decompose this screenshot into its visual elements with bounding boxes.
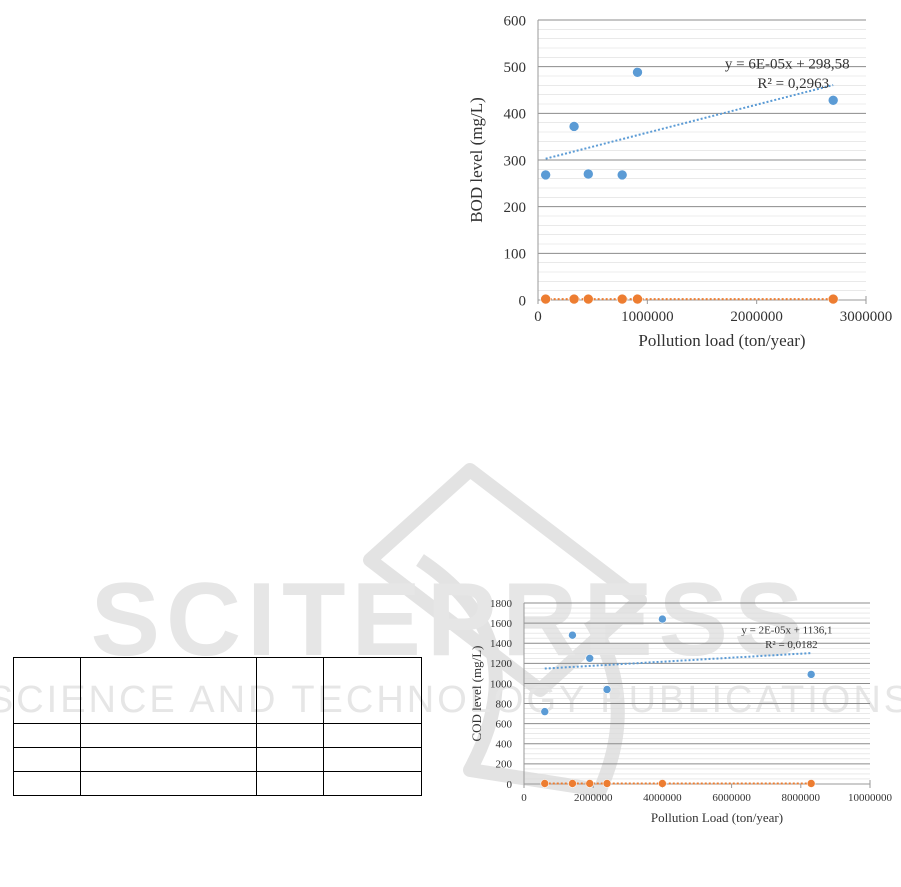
table-cell — [256, 657, 324, 724]
x-tick-label: 8000000 — [782, 792, 821, 804]
trendline-equation: y = 6E-05x + 298,58 — [725, 56, 850, 72]
table-cell — [256, 747, 324, 772]
y-tick-label: 1000 — [490, 678, 513, 690]
x-tick-label: 0 — [521, 792, 527, 804]
y-tick-label: 1200 — [490, 658, 513, 670]
table-cell — [323, 657, 422, 724]
x-tick-label: 10000000 — [848, 792, 893, 804]
y-tick-label: 500 — [504, 60, 527, 76]
y-tick-label: 400 — [504, 107, 527, 123]
x-tick-label: 6000000 — [712, 792, 751, 804]
y-tick-label: 400 — [496, 739, 513, 751]
data-point-blue — [568, 630, 577, 640]
data-point-blue — [582, 168, 594, 180]
data-point-blue — [540, 707, 550, 716]
trendline-r-squared: R² = 0,0182 — [765, 639, 818, 651]
trendline-blue — [544, 652, 812, 670]
trendline-equation: y = 2E-05x + 1136,1 — [741, 625, 832, 637]
x-tick-label: 4000000 — [643, 792, 682, 804]
table-row — [13, 771, 422, 796]
y-tick-label: 800 — [496, 698, 513, 710]
x-tick-label: 1000000 — [621, 309, 674, 325]
y-axis-title: BOD level (mg/L) — [467, 97, 486, 223]
data-point-orange — [616, 293, 628, 305]
table-cell — [80, 771, 257, 796]
table-cell — [80, 657, 257, 724]
x-tick-label: 3000000 — [840, 309, 893, 325]
table-cell — [323, 723, 422, 748]
table-row — [13, 747, 422, 772]
x-tick-label: 2000000 — [730, 309, 783, 325]
data-point-orange — [827, 293, 839, 305]
data-point-blue — [632, 66, 643, 78]
data-point-orange — [568, 293, 580, 305]
data-point-orange — [602, 779, 612, 788]
data-point-orange — [582, 293, 594, 305]
table-row — [13, 657, 422, 724]
y-tick-label: 1800 — [490, 598, 513, 610]
table-cell — [13, 747, 81, 772]
y-tick-label: 1600 — [490, 618, 513, 630]
trendline-r-squared: R² = 0,2963 — [757, 76, 829, 92]
data-point-orange — [585, 779, 595, 788]
table-cell — [13, 723, 81, 748]
data-point-orange — [540, 779, 550, 788]
data-point-orange — [540, 293, 551, 305]
data-point-blue — [585, 654, 595, 663]
y-tick-label: 1400 — [490, 638, 513, 650]
table-row — [13, 723, 422, 748]
data-point-blue — [806, 670, 816, 679]
data-point-blue — [602, 685, 612, 694]
table-cell — [256, 723, 324, 748]
data-point-blue — [658, 614, 667, 624]
data-point-orange — [806, 779, 816, 788]
y-tick-label: 100 — [504, 247, 527, 263]
y-tick-label: 300 — [504, 153, 527, 169]
y-tick-label: 600 — [496, 719, 513, 731]
data-point-blue — [616, 169, 628, 181]
data-point-orange — [632, 293, 643, 305]
y-tick-label: 0 — [507, 779, 513, 791]
data-point-orange — [568, 779, 577, 788]
y-axis-title: COD level (mg/L) — [469, 645, 484, 741]
data-point-blue — [568, 121, 580, 132]
table-cell — [323, 771, 422, 796]
y-tick-label: 0 — [519, 293, 527, 309]
trendline-blue — [545, 84, 834, 160]
y-tick-label: 600 — [504, 13, 527, 29]
y-tick-label: 200 — [504, 200, 527, 216]
table-cell — [13, 771, 81, 796]
table-cell — [80, 723, 257, 748]
data-point-orange — [658, 779, 667, 788]
x-axis-title: Pollution Load (ton/year) — [651, 810, 783, 825]
x-tick-label: 0 — [534, 309, 542, 325]
table-cell — [256, 771, 324, 796]
x-axis-title: Pollution load (ton/year) — [638, 331, 805, 350]
table-cell — [323, 747, 422, 772]
table-cell — [80, 747, 257, 772]
data-point-blue — [540, 169, 551, 181]
empty-table — [13, 657, 422, 796]
table-cell — [13, 657, 81, 724]
x-tick-label: 2000000 — [574, 792, 613, 804]
y-tick-label: 200 — [496, 759, 513, 771]
data-point-blue — [827, 94, 839, 106]
